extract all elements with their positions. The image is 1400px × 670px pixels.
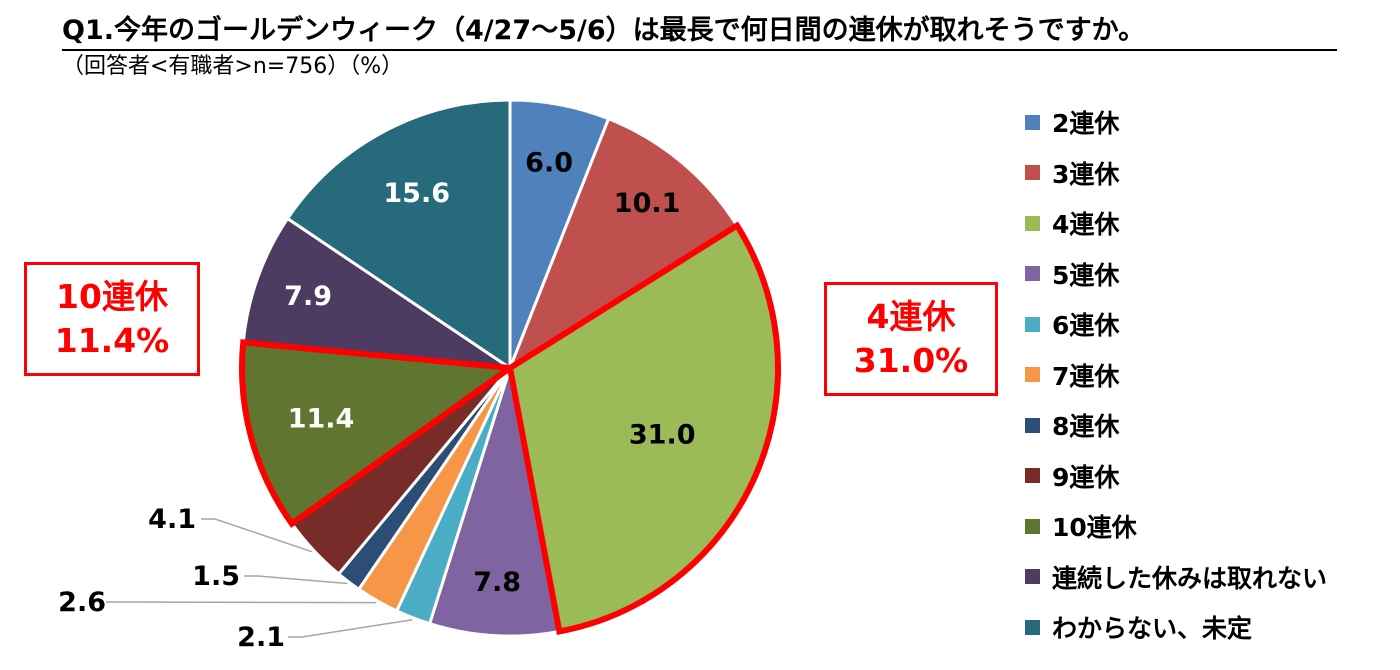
legend-swatch (1025, 417, 1040, 433)
legend-label: 7連休 (1052, 361, 1120, 391)
legend-item-6連休: 6連休 (1025, 299, 1327, 350)
leader-line-6連休 (288, 618, 413, 638)
legend-item-わからない、未定: わからない、未定 (1025, 602, 1327, 653)
chart-subtitle: （回答者<有職者>n=756）（%） (62, 54, 404, 79)
callout-4-holidays-label: 4連休 (866, 297, 956, 336)
pie-slice-5連休 (428, 366, 561, 638)
legend-item-9連休: 9連休 (1025, 451, 1327, 502)
callout-10-holidays-label: 10連休 (56, 277, 168, 316)
legend-swatch (1025, 165, 1040, 181)
data-label-9連休: 4.1 (148, 504, 196, 535)
data-label-3連休: 10.1 (614, 188, 681, 219)
data-label-5連休: 7.8 (473, 567, 521, 598)
data-label-2連休: 6.0 (525, 148, 573, 179)
chart-title: Q1.今年のゴールデンウィーク（4/27～5/6）は最長で何日間の連休が取れそう… (62, 8, 1337, 51)
legend-label: 8連休 (1052, 412, 1120, 442)
highlight-outline-10連休 (239, 339, 519, 528)
legend-swatch (1025, 266, 1040, 282)
legend-label: わからない、未定 (1052, 614, 1253, 644)
legend-item-5連休: 5連休 (1025, 249, 1327, 300)
legend-item-連続した休みは取れない: 連続した休みは取れない (1025, 552, 1327, 603)
data-label-7連休: 2.6 (58, 587, 106, 618)
callout-4-holidays-percent: 31.0% (853, 341, 969, 380)
callout-4-holidays: 4連休 31.0% (824, 282, 998, 396)
legend-label: 連続した休みは取れない (1052, 563, 1328, 593)
legend-swatch (1025, 569, 1040, 585)
legend-item-3連休: 3連休 (1025, 148, 1327, 199)
leader-line-8連休 (244, 575, 348, 585)
callout-10-holidays: 10連休 11.4% (24, 262, 200, 376)
chart-legend: 2連休 3連休 4連休 5連休 6連休 7連休 8連休 9連休 10連休連続した休みは取れないわ… (1025, 97, 1327, 653)
data-label-4連休: 31.0 (629, 420, 696, 451)
pie-slice-わからない、未定 (286, 98, 512, 370)
legend-swatch (1025, 468, 1040, 484)
data-label-6連休: 2.1 (237, 622, 285, 653)
legend-label: 6連休 (1052, 311, 1120, 341)
legend-item-8連休: 8連休 (1025, 400, 1327, 451)
data-label-10連休: 11.4 (288, 404, 355, 435)
legend-item-4連休: 4連休 (1025, 198, 1327, 249)
legend-item-10連休: 10連休 (1025, 501, 1327, 552)
leader-line-7連休 (106, 601, 377, 604)
data-label-わからない、未定: 15.6 (383, 178, 450, 209)
legend-label: 3連休 (1052, 159, 1120, 189)
pie-slice-連続した休みは取れない (241, 217, 512, 370)
leader-line-9連休 (201, 518, 313, 553)
legend-label: 9連休 (1052, 462, 1120, 492)
highlight-outline-4連休 (506, 221, 781, 635)
legend-swatch (1025, 619, 1040, 635)
pie-slice-3連休 (508, 117, 739, 370)
legend-item-2連休: 2連休 (1025, 97, 1327, 148)
pie-chart: 6.0 10.1 31.0 7.8 2.1 2.6 1.5 4.1 11.4 7.9 15.6 (58, 98, 781, 653)
legend-label: 4連休 (1052, 210, 1120, 240)
legend-swatch (1025, 316, 1040, 332)
legend-swatch (1025, 518, 1040, 534)
legend-label: 2連休 (1052, 109, 1120, 139)
legend-label: 5連休 (1052, 260, 1120, 290)
data-label-連続した休みは取れない: 7.9 (284, 281, 332, 312)
legend-swatch (1025, 367, 1040, 383)
legend-item-7連休: 7連休 (1025, 350, 1327, 401)
legend-swatch (1025, 114, 1040, 130)
callout-10-holidays-percent: 11.4% (54, 321, 170, 360)
legend-label: 10連休 (1052, 513, 1137, 543)
legend-swatch (1025, 215, 1040, 231)
data-label-8連休: 1.5 (192, 561, 240, 592)
